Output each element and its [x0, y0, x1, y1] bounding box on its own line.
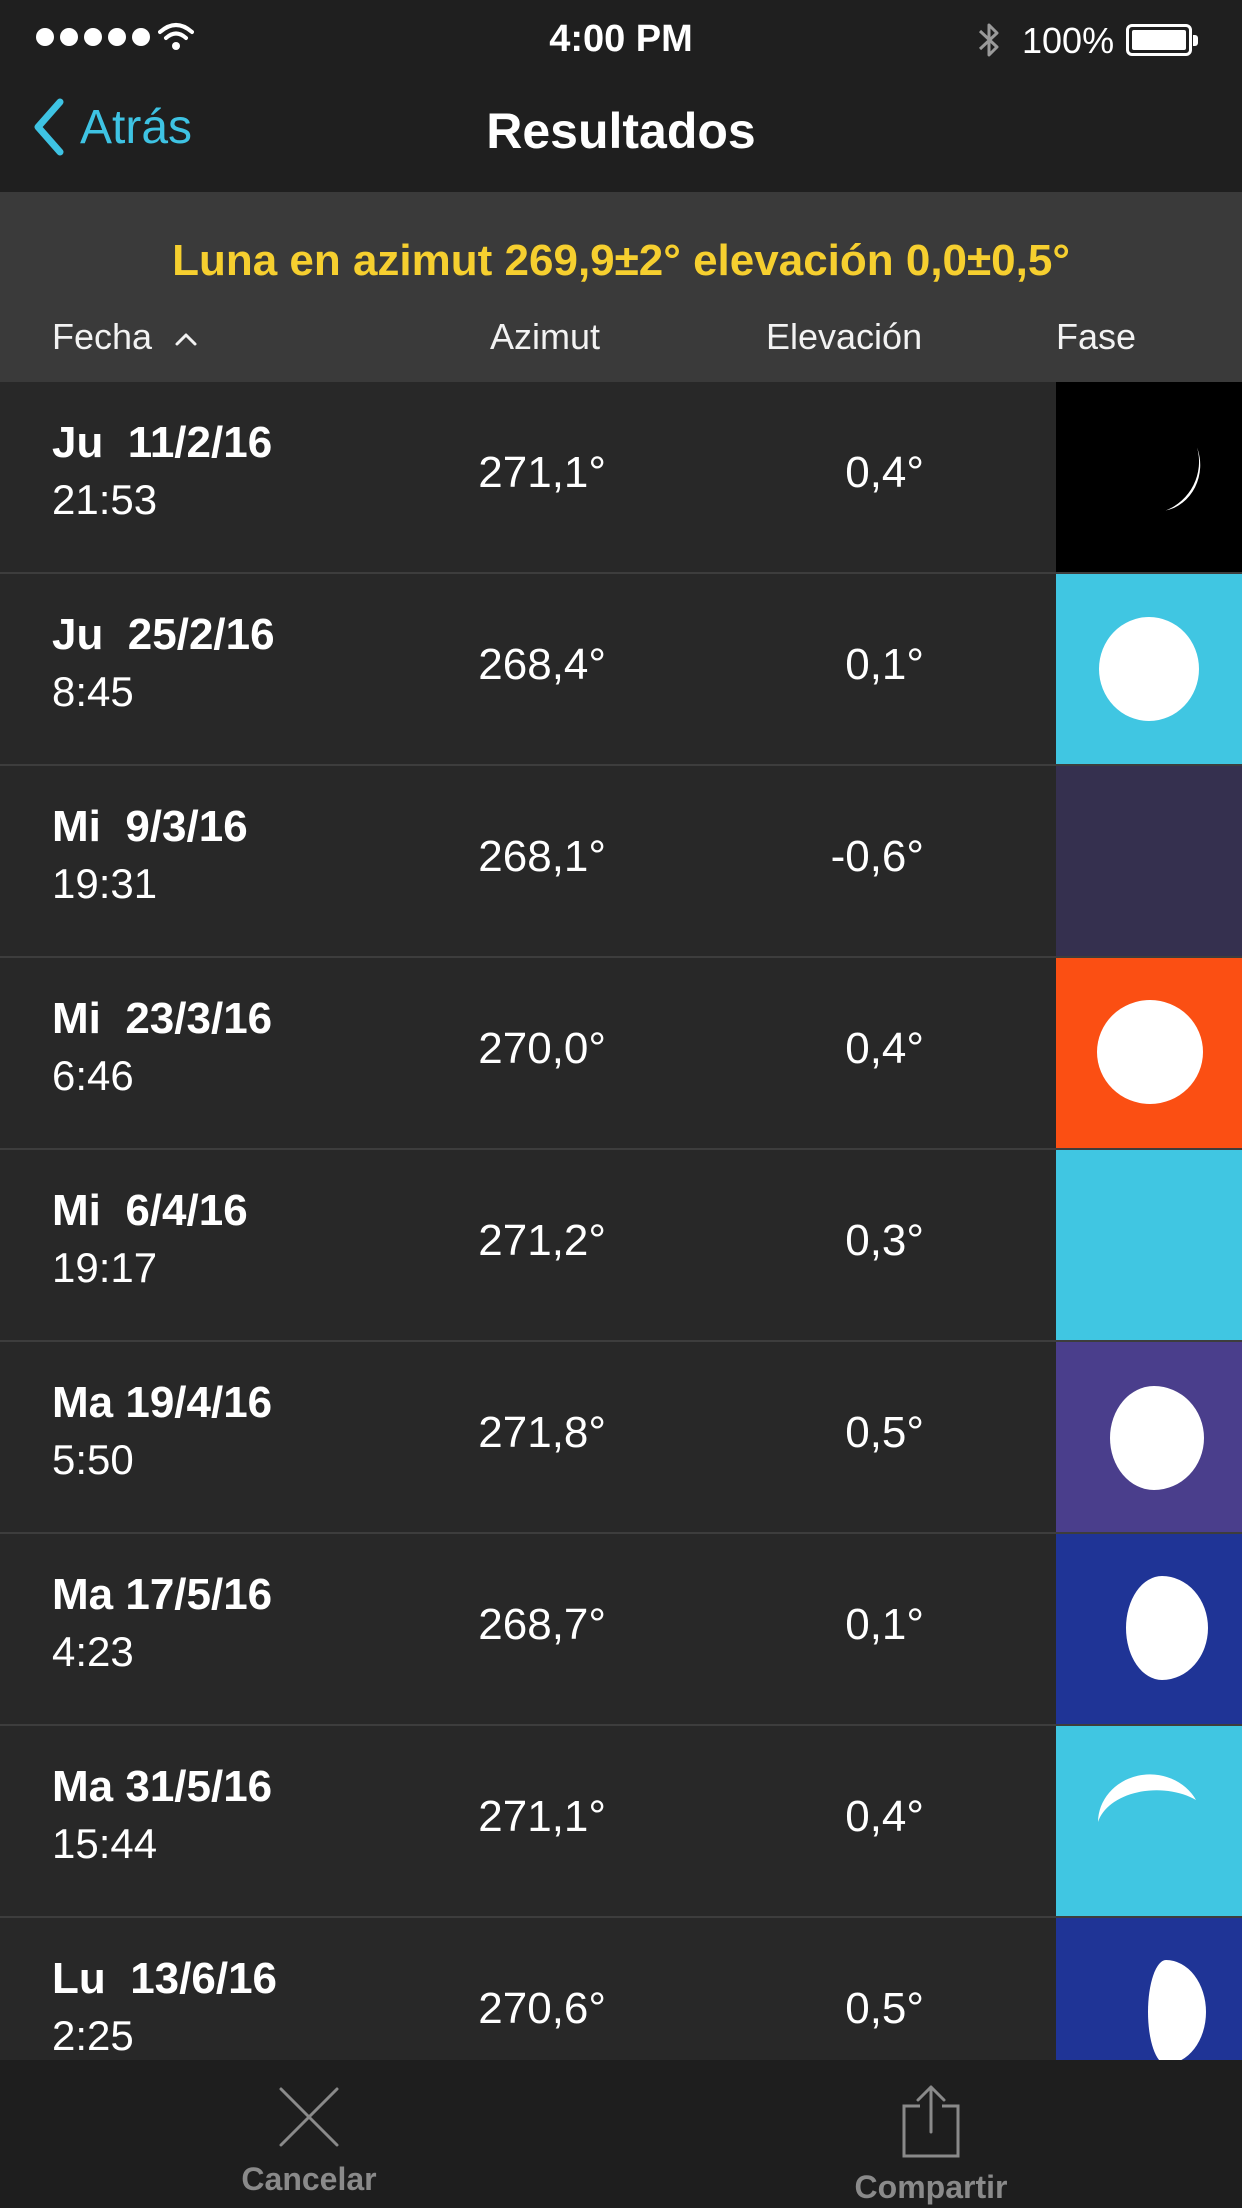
waxing-gibbous-icon	[1110, 1386, 1204, 1490]
status-bar: 4:00 PM 100%	[0, 0, 1242, 80]
waxing-crescent-icon	[1165, 447, 1201, 511]
bottom-toolbar: Cancelar Compartir	[0, 2060, 1242, 2208]
results-header: Luna en azimut 269,9±2° elevación 0,0±0,…	[0, 192, 1242, 382]
moon-phase-cell	[1056, 382, 1242, 572]
row-day: Mi 9/3/16	[52, 802, 248, 851]
moon-phase-cell	[1056, 1342, 1242, 1532]
row-day: Ma 31/5/16	[52, 1762, 273, 1811]
back-label: Atrás	[80, 100, 193, 154]
row-day: Ma 19/4/16	[52, 1378, 273, 1427]
row-time: 8:45	[52, 668, 134, 715]
column-header-azimut[interactable]: Azimut	[490, 316, 601, 357]
table-row[interactable]: Mi 23/3/16 6:46 270,0° 0,4°	[0, 958, 1242, 1150]
row-elevacion: -0,6°	[830, 832, 924, 881]
row-azimut: 271,1°	[478, 1792, 606, 1841]
new-moon-icon	[1056, 1150, 1242, 1340]
row-elevacion: 0,1°	[845, 1600, 924, 1649]
row-azimut: 271,2°	[478, 1216, 606, 1265]
moon-phase-cell	[1056, 1150, 1242, 1340]
waning-crescent-icon	[1098, 1774, 1196, 1822]
column-header-elevacion[interactable]: Elevación	[766, 316, 923, 357]
row-elevacion: 0,4°	[845, 1024, 924, 1073]
row-azimut: 268,1°	[478, 832, 606, 881]
full-moon-icon	[1099, 617, 1199, 721]
row-elevacion: 0,3°	[845, 1216, 924, 1265]
back-button[interactable]: Atrás	[32, 98, 192, 156]
moon-phase-cell	[1056, 1534, 1242, 1724]
navigation-bar: Atrás Resultados	[0, 80, 1242, 192]
page-title: Resultados	[486, 103, 756, 159]
column-header-fecha: Fecha	[52, 316, 153, 357]
row-elevacion: 0,4°	[845, 448, 924, 497]
row-elevacion: 0,5°	[845, 1408, 924, 1457]
battery-icon	[1126, 24, 1198, 56]
row-azimut: 271,8°	[478, 1408, 606, 1457]
row-day: Ju 11/2/16	[52, 418, 273, 467]
battery-percent: 100%	[1022, 20, 1115, 61]
moon-phase-cell	[1056, 574, 1242, 764]
row-time: 19:17	[52, 1244, 158, 1291]
results-list[interactable]: Ju 11/2/16 21:53 271,1° 0,4° Ju 25/2/16 …	[0, 382, 1242, 2060]
row-day: Ma 17/5/16	[52, 1570, 273, 1619]
row-elevacion: 0,5°	[845, 1984, 924, 2033]
signal-strength-icon	[36, 28, 150, 46]
full-moon-icon	[1097, 1000, 1203, 1104]
row-time: 15:44	[52, 1820, 158, 1867]
waxing-gibbous-icon	[1126, 1576, 1208, 1680]
row-time: 6:46	[52, 1052, 134, 1099]
row-time: 19:31	[52, 860, 158, 907]
close-icon	[279, 2087, 339, 2147]
table-row[interactable]: Mi 6/4/16 19:17 271,2° 0,3°	[0, 1150, 1242, 1342]
moon-phase-cell	[1056, 766, 1242, 956]
row-time: 5:50	[52, 1436, 134, 1483]
row-azimut: 271,1°	[478, 448, 606, 497]
row-day: Ju 25/2/16	[52, 610, 275, 659]
row-azimut: 270,6°	[478, 1984, 606, 2033]
new-moon-icon	[1056, 766, 1242, 956]
table-row[interactable]: Ma 19/4/16 5:50 271,8° 0,5°	[0, 1342, 1242, 1534]
chevron-up-icon	[175, 333, 197, 346]
row-day: Mi 6/4/16	[52, 1186, 248, 1235]
row-time: 21:53	[52, 476, 158, 523]
row-elevacion: 0,4°	[845, 1792, 924, 1841]
row-azimut: 268,7°	[478, 1600, 606, 1649]
share-label: Compartir	[854, 2169, 1008, 2205]
sort-by-date-button[interactable]: Fecha	[52, 316, 198, 358]
column-header-fase[interactable]: Fase	[1056, 316, 1137, 357]
wifi-icon	[158, 22, 194, 57]
share-icon	[902, 2085, 960, 2158]
cancel-button[interactable]: Cancelar	[159, 2084, 459, 2198]
moon-phase-cell	[1056, 958, 1242, 1148]
row-azimut: 268,4°	[478, 640, 606, 689]
bluetooth-icon	[976, 20, 1002, 65]
moon-phase-cell	[1056, 1726, 1242, 1916]
table-row[interactable]: Ma 31/5/16 15:44 271,1° 0,4°	[0, 1726, 1242, 1918]
share-button[interactable]: Compartir	[781, 2084, 1081, 2206]
status-time: 4:00 PM	[549, 18, 693, 60]
table-row[interactable]: Mi 9/3/16 19:31 268,1° -0,6°	[0, 766, 1242, 958]
first-quarter-icon	[1148, 1960, 1206, 2060]
table-row[interactable]: Ju 25/2/16 8:45 268,4° 0,1°	[0, 574, 1242, 766]
chevron-left-icon	[34, 98, 64, 156]
row-azimut: 270,0°	[478, 1024, 606, 1073]
query-summary: Luna en azimut 269,9±2° elevación 0,0±0,…	[172, 236, 1070, 285]
table-row[interactable]: Lu 13/6/16 2:25 270,6° 0,5°	[0, 1918, 1242, 2060]
row-elevacion: 0,1°	[845, 640, 924, 689]
row-day: Mi 23/3/16	[52, 994, 273, 1043]
row-time: 4:23	[52, 1628, 134, 1675]
row-day: Lu 13/6/16	[52, 1954, 278, 2003]
moon-phase-cell	[1056, 1918, 1242, 2060]
row-time: 2:25	[52, 2012, 134, 2059]
table-row[interactable]: Ju 11/2/16 21:53 271,1° 0,4°	[0, 382, 1242, 574]
cancel-label: Cancelar	[241, 2161, 377, 2197]
table-row[interactable]: Ma 17/5/16 4:23 268,7° 0,1°	[0, 1534, 1242, 1726]
